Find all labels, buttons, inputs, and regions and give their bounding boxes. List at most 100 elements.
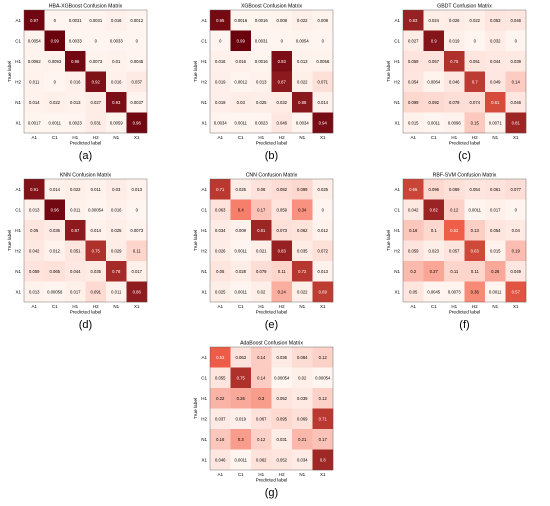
panel-title: KNN Confusion Matrix	[60, 173, 112, 179]
cell-value-label: 0.032	[490, 38, 501, 43]
heatmap-cell	[271, 112, 293, 134]
cell-value-label: 0.051	[470, 59, 481, 64]
heatmap-cell	[210, 112, 231, 134]
x-tick-label: H2	[472, 304, 478, 309]
y-tick-label: N1	[15, 100, 21, 105]
cell-value-label: 0.011	[111, 289, 122, 294]
cell-value-label: 0.83	[409, 18, 418, 23]
heatmap-cell	[106, 92, 127, 113]
cell-value-label: 0.037	[132, 79, 143, 84]
x-tick-label: N1	[299, 304, 305, 309]
heatmap-cell	[485, 92, 506, 113]
cell-value-label: 0	[322, 207, 325, 212]
cell-value-label: 0.0054	[296, 38, 309, 43]
cell-value-label: 0.071	[318, 79, 329, 84]
heatmap-cell	[44, 10, 66, 31]
cell-value-label: 0.91	[30, 187, 39, 192]
cell-value-label: 0.042	[408, 207, 419, 212]
cell-value-label: 0	[474, 38, 477, 43]
heatmap-cell	[444, 261, 465, 282]
heatmap-cell	[24, 10, 45, 31]
heatmap-cell	[312, 92, 334, 113]
heatmap-cell	[464, 10, 486, 31]
heatmap-cell	[271, 240, 293, 262]
cell-value-label: 0.27	[430, 269, 439, 274]
cell-value-label: 0.079	[256, 269, 267, 274]
cell-value-label: 0.072	[318, 248, 329, 253]
cell-value-label: 0.02	[257, 289, 266, 294]
heatmap-cell	[44, 281, 66, 303]
y-tick-label: H2	[15, 79, 21, 84]
y-tick-label: H1	[201, 396, 207, 401]
heatmap-cell	[423, 112, 445, 134]
heatmap-cell	[251, 388, 272, 409]
cell-value-label: 0.01	[112, 59, 121, 64]
cell-value-label: 0.3	[238, 437, 244, 442]
x-tick-label: X1	[134, 304, 140, 309]
heatmap-cell	[444, 220, 465, 241]
heatmap-cell	[24, 199, 45, 221]
heatmap-cell	[485, 240, 506, 262]
cell-value-label: 0	[95, 38, 98, 43]
cell-value-label: 0.029	[111, 248, 122, 253]
x-tick-label: A1	[217, 472, 223, 477]
heatmap-cell	[485, 112, 506, 134]
cell-value-label: 0.0045	[427, 289, 440, 294]
cell-value-label: 0.016	[70, 79, 81, 84]
heatmap-cell	[210, 261, 231, 282]
x-tick-label: A1	[217, 135, 223, 140]
heatmap-cell	[126, 281, 148, 303]
heatmap-cell	[505, 51, 527, 72]
cell-value-label: 0.0017	[28, 120, 41, 125]
cell-value-label: 0.044	[70, 269, 81, 274]
heatmap-cell	[106, 179, 127, 200]
cell-value-label: 0	[515, 38, 518, 43]
y-axis-label: True label	[193, 398, 199, 419]
cell-value-label: 0.0064	[427, 79, 440, 84]
cell-value-label: 0.092	[429, 100, 440, 105]
heatmap-cell	[292, 92, 313, 113]
y-axis-label: True label	[386, 61, 392, 82]
cell-value-label: 0.039	[297, 396, 308, 401]
cell-value-label: 0.19	[512, 248, 521, 253]
heatmap-cell	[85, 261, 107, 282]
heatmap-cell	[65, 92, 86, 113]
heatmap-cell	[106, 51, 127, 72]
cell-value-label: 0.013	[29, 289, 40, 294]
cell-value-label: 0.022	[470, 18, 481, 23]
heatmap-cell	[485, 30, 506, 52]
cell-value-label: 0.042	[29, 248, 40, 253]
heatmap-cell	[403, 92, 424, 113]
heatmap-cell	[505, 220, 527, 241]
cell-value-label: 0.028	[236, 269, 247, 274]
heatmap-cell	[126, 51, 148, 72]
heatmap-cell	[44, 51, 66, 72]
cell-value-label: 0.16	[409, 228, 418, 233]
cell-value-label: 0.022	[297, 289, 308, 294]
x-tick-label: H2	[279, 304, 285, 309]
cell-value-label: 0.81	[512, 120, 521, 125]
heatmap-cell	[505, 281, 527, 303]
cell-value-label: 0.12	[319, 396, 328, 401]
cell-value-label: 0.36	[471, 289, 480, 294]
cell-value-label: 0.044	[490, 59, 501, 64]
cell-value-label: 0.03	[237, 100, 246, 105]
heatmap-cell	[312, 281, 334, 303]
cell-value-label: 0.0016	[234, 18, 247, 23]
y-tick-label: X1	[201, 457, 207, 462]
heatmap-cell	[24, 92, 45, 113]
cell-value-label: 0.026	[215, 248, 226, 253]
cell-value-label: 0.11	[471, 269, 480, 274]
panel-label: (f)	[459, 319, 469, 331]
cell-value-label: 0.11	[133, 248, 142, 253]
cell-value-label: 0.069	[297, 416, 308, 421]
cell-value-label: 0.014	[91, 228, 102, 233]
x-tick-label: A1	[410, 304, 416, 309]
cell-value-label: 0.71	[319, 416, 328, 421]
heatmap-cell	[464, 71, 486, 93]
heatmap-cell	[210, 367, 231, 389]
heatmap-cell	[251, 240, 272, 262]
heatmap-cell	[464, 281, 486, 303]
cell-value-label: 0	[54, 79, 57, 84]
heatmap-frame	[209, 346, 334, 471]
